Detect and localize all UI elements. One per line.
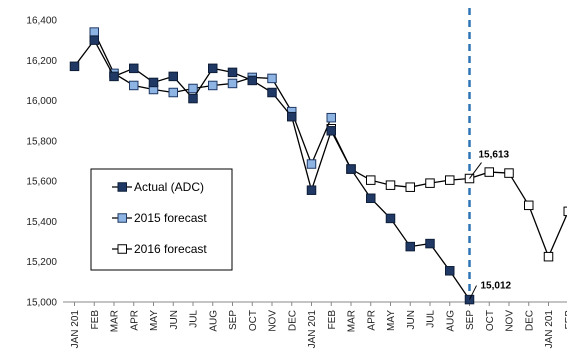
x-tick-label: SEP xyxy=(228,310,239,330)
x-tick-label: APR xyxy=(366,310,377,331)
data-point xyxy=(247,75,257,86)
axes: 15,000 15,200 15,400 15,600 15,800 16,000 16,2… xyxy=(26,16,567,349)
legend-item: 2015 forecast xyxy=(112,211,207,225)
y-tick-label: 16,400 xyxy=(26,16,57,27)
legend-marker xyxy=(117,213,127,223)
x-tick-label: JAN 201 xyxy=(544,310,555,349)
legend-label: Actual (ADC) xyxy=(134,180,204,194)
y-tick-label: 15,400 xyxy=(26,217,57,228)
data-point xyxy=(287,111,297,122)
x-tick-label: OCT xyxy=(485,310,496,331)
data-point xyxy=(188,83,198,94)
annotations: 15,613 15,012 xyxy=(469,150,512,300)
data-point xyxy=(168,87,178,98)
x-tick-label: JUN xyxy=(406,310,417,329)
x-tick-label: APR xyxy=(129,310,140,331)
series-actual xyxy=(69,35,475,305)
y-tick-label: 15,200 xyxy=(26,257,57,268)
data-point xyxy=(385,180,396,190)
data-point xyxy=(188,93,198,104)
data-point xyxy=(227,78,238,89)
legend-box xyxy=(90,168,233,271)
series-forecast-2016 xyxy=(326,124,567,262)
data-point xyxy=(326,126,336,136)
annotation-leader xyxy=(469,162,482,179)
series-forecast-2015 xyxy=(89,27,336,169)
x-tick-label: FEB xyxy=(564,310,567,330)
x-tick-label: NOV xyxy=(268,310,279,332)
series-line xyxy=(93,31,332,166)
data-point xyxy=(524,200,534,211)
data-point xyxy=(346,164,356,174)
x-tick-label: JAN 201 xyxy=(307,310,318,349)
data-point xyxy=(405,241,415,252)
data-point xyxy=(484,167,494,177)
y-tick-label: 16,000 xyxy=(26,96,57,107)
y-tick-label: 15,600 xyxy=(26,177,57,188)
data-point xyxy=(563,206,567,217)
data-point xyxy=(69,61,80,72)
legend-label: 2016 forecast xyxy=(134,242,207,256)
data-point xyxy=(227,67,238,78)
data-point xyxy=(306,185,317,195)
x-tick-label: MAY xyxy=(149,310,160,331)
y-tick-label: 15,000 xyxy=(26,298,57,309)
y-tick-label: 16,200 xyxy=(26,56,57,67)
legend-item: Actual (ADC) xyxy=(112,180,204,194)
legend-marker xyxy=(117,244,127,254)
x-tick-label: MAR xyxy=(347,310,358,332)
data-point xyxy=(504,168,514,178)
data-point xyxy=(366,193,376,204)
data-point xyxy=(267,73,277,84)
x-tick-label: JUL xyxy=(426,310,437,328)
data-point xyxy=(109,71,119,82)
data-point xyxy=(267,87,277,98)
x-tick-label: JUN xyxy=(169,310,180,329)
legend-label: 2015 forecast xyxy=(134,211,207,225)
x-tick-label: MAY xyxy=(386,310,397,331)
data-point xyxy=(445,175,455,185)
y-tick-label: 15,800 xyxy=(26,136,57,147)
data-point xyxy=(366,175,376,185)
data-point xyxy=(326,112,336,123)
annotation-label: 15,012 xyxy=(481,281,512,292)
x-tick-label: SEP xyxy=(465,310,476,330)
data-point xyxy=(148,77,159,88)
legend-item: 2016 forecast xyxy=(112,242,207,256)
x-tick-label: FEB xyxy=(90,310,101,330)
data-point xyxy=(89,35,99,45)
data-point xyxy=(89,27,99,37)
annotation-leader xyxy=(469,285,477,300)
x-tick-label: MAR xyxy=(110,310,121,332)
data-point xyxy=(445,266,455,276)
x-tick-label: OCT xyxy=(248,310,259,331)
data-point xyxy=(208,63,218,74)
x-tick-label: JUL xyxy=(189,310,200,328)
x-tick-label: DEC xyxy=(287,310,298,331)
x-tick-label: AUG xyxy=(208,310,219,332)
data-point xyxy=(129,80,139,91)
data-point xyxy=(425,178,435,188)
x-tick-label: FEB xyxy=(327,310,338,330)
series-group xyxy=(69,27,567,305)
data-point xyxy=(129,63,139,74)
legend: Actual (ADC) 2015 forecast 2016 forecast xyxy=(90,168,233,271)
x-tick-label: NOV xyxy=(505,310,516,332)
data-point xyxy=(306,159,317,169)
annotation-label: 15,613 xyxy=(479,150,510,161)
data-point xyxy=(208,80,218,91)
legend-marker xyxy=(117,182,127,192)
data-point xyxy=(543,251,554,262)
data-point xyxy=(405,182,415,192)
x-tick-label: AUG xyxy=(445,310,456,332)
data-point xyxy=(425,238,435,249)
data-point xyxy=(168,71,178,82)
x-tick-label: DEC xyxy=(524,310,535,331)
x-tick-label: JAN 201 xyxy=(70,310,81,349)
data-point xyxy=(385,213,396,224)
